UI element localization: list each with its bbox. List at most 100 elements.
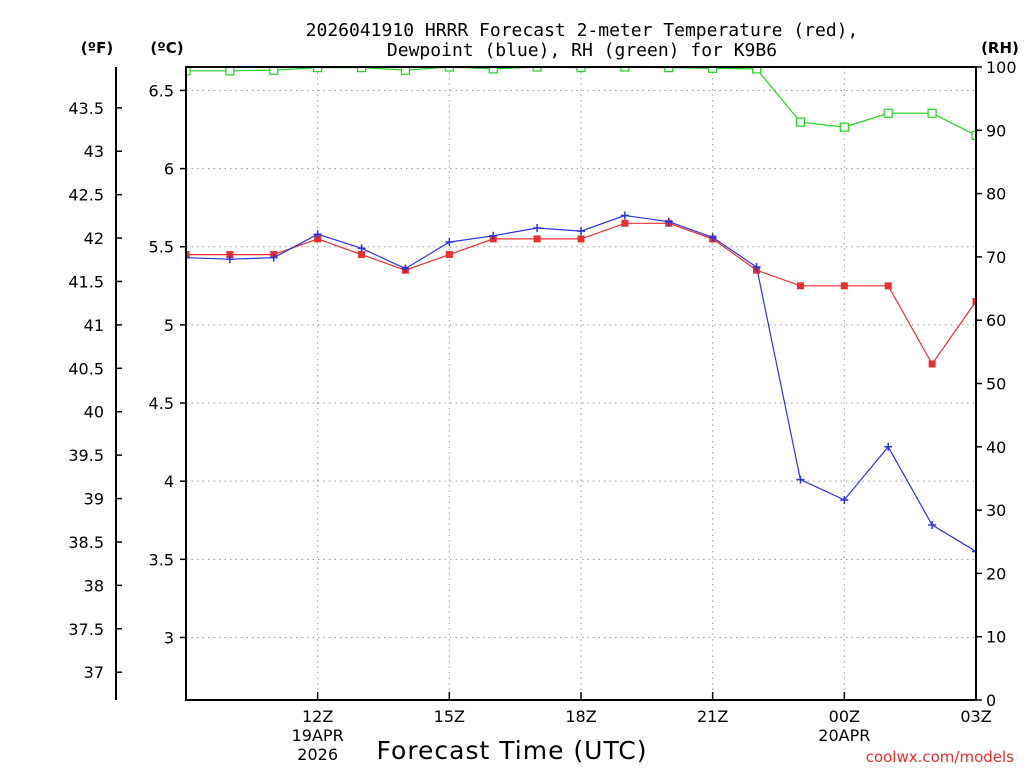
- temperature-line: [186, 222, 976, 366]
- dewpoint-point: [489, 231, 498, 240]
- chart-title-line2: Dewpoint (blue), RH (green) for K9B6: [387, 40, 777, 61]
- f-tick-label: 39.5: [68, 446, 104, 465]
- rh-point: [795, 117, 806, 127]
- dewpoint-series: [186, 211, 1024, 579]
- x-tick-date-label: 19APR: [292, 726, 344, 745]
- temperature-point: [1016, 251, 1023, 258]
- dewpoint-point: [928, 520, 937, 529]
- x-tick-date-label: 20APR: [818, 726, 870, 745]
- rh-tick-label: 90: [986, 121, 1006, 140]
- rh-tick-label: 60: [986, 311, 1006, 330]
- rh-unit-label: (RH): [981, 39, 1019, 57]
- dewpoint-point: [664, 217, 673, 226]
- dewpoint-point: [840, 495, 849, 504]
- temperature-point: [972, 297, 976, 305]
- x-tick-label: 00Z: [829, 707, 860, 726]
- temperature-point: [621, 219, 629, 227]
- rh-tick-label: 80: [986, 185, 1006, 204]
- c-tick-label: 3.5: [149, 550, 174, 569]
- rh-line: [186, 67, 976, 137]
- dewpoint-point: [884, 442, 893, 451]
- dewpoint-point: [752, 263, 761, 272]
- dewpoint-point: [708, 233, 717, 242]
- temperature-point: [840, 282, 848, 290]
- dewpoint-point: [796, 475, 805, 484]
- rh-tick-label: 100: [986, 58, 1017, 77]
- dewpoint-point: [401, 264, 410, 273]
- c-tick-label: 3: [164, 628, 174, 647]
- rh-point: [269, 67, 279, 75]
- f-tick-label: 40: [84, 403, 104, 422]
- c-tick-label: 4.5: [149, 394, 174, 413]
- temperature-point: [928, 360, 936, 368]
- x-tick-year-label: 2026: [297, 745, 338, 764]
- rh-point: [1016, 136, 1024, 144]
- rh-tick-label: 0: [986, 691, 996, 710]
- dewpoint-point: [269, 253, 278, 262]
- dewpoint-point: [577, 227, 585, 236]
- dewpoint-point: [620, 211, 629, 220]
- temperature-point: [358, 251, 366, 259]
- x-axis-label: Forecast Time (UTC): [377, 736, 648, 765]
- f-tick-label: 42: [84, 229, 104, 248]
- gridlines: [186, 67, 977, 700]
- f-tick-label: 41.5: [68, 272, 104, 291]
- f-tick-label: 41: [84, 316, 104, 335]
- series-layer: [186, 67, 1024, 579]
- dewpoint-point: [357, 244, 366, 253]
- dewpoint-point: [313, 230, 322, 239]
- f-tick-label: 43: [84, 142, 104, 161]
- rh-point: [444, 67, 454, 72]
- temperature-point: [533, 235, 541, 243]
- dewpoint-point: [1016, 571, 1024, 579]
- c-tick-label: 5.5: [149, 238, 174, 257]
- rh-tick-label: 40: [986, 438, 1006, 457]
- dewpoint-line: [186, 214, 976, 553]
- rh-series: [186, 67, 1024, 144]
- x-tick-label: 12Z: [302, 707, 333, 726]
- x-tick-label: 21Z: [697, 707, 728, 726]
- chart-title-line1: 2026041910 HRRR Forecast 2-meter Tempera…: [306, 20, 859, 41]
- x-tick-label: 18Z: [565, 707, 596, 726]
- f-tick-label: 37.5: [68, 620, 104, 639]
- rh-point: [839, 122, 849, 132]
- f-tick-label: 38: [84, 576, 104, 595]
- rh-point: [620, 67, 630, 72]
- c-tick-label: 6: [164, 160, 174, 179]
- rh-tick-label: 70: [986, 248, 1006, 267]
- temperature-point: [445, 251, 453, 259]
- dewpoint-point: [186, 253, 190, 262]
- rh-point: [532, 67, 542, 72]
- rh-tick-label: 10: [986, 628, 1006, 647]
- watermark: coolwx.com/models: [866, 748, 1014, 766]
- f-tick-label: 39: [84, 490, 104, 509]
- celsius-axis: 3 3.5 4 4.5 5 5.5 6 6.5: [149, 81, 186, 647]
- c-tick-label: 6.5: [149, 81, 174, 100]
- temperature-point: [186, 251, 190, 259]
- rh-point: [225, 67, 235, 76]
- temperature-point: [226, 251, 234, 259]
- rh-tick-label: 30: [986, 501, 1006, 520]
- f-tick-label: 37: [84, 663, 104, 682]
- temperature-point: [796, 282, 804, 290]
- celsius-unit-label: (ºC): [150, 39, 183, 57]
- temperature-point: [884, 282, 892, 290]
- x-tick-label: 03Z: [960, 707, 991, 726]
- f-tick-label: 43.5: [68, 99, 104, 118]
- rh-tick-label: 50: [986, 375, 1006, 394]
- rh-point: [708, 67, 718, 73]
- rh-axis: 0 10 20 30 40 50 60 70 80 90 100: [976, 58, 1017, 710]
- dewpoint-point: [225, 255, 234, 264]
- temperature-point: [314, 235, 322, 243]
- x-tick-label: 15Z: [434, 707, 465, 726]
- rh-point: [488, 67, 498, 74]
- fahrenheit-axis: 37 37.5 38 38.5 39 39.5 40 40.5 41 41.5 42 42.5 43 43…: [68, 67, 122, 700]
- plot-frame: [185, 66, 977, 701]
- rh-point: [751, 67, 762, 74]
- rh-point: [400, 67, 411, 75]
- fahrenheit-unit-label: (ºF): [81, 39, 113, 57]
- rh-point: [883, 108, 893, 118]
- rh-point: [927, 108, 937, 118]
